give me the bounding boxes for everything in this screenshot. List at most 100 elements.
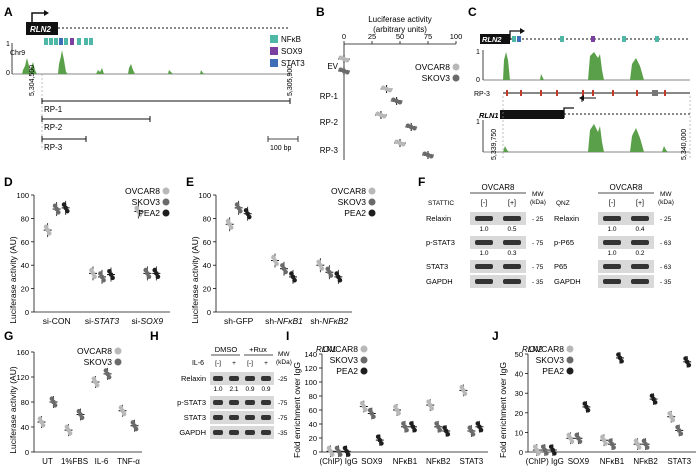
- plotI-point-ovcar8: [429, 406, 435, 411]
- e-xtick-label: sh-GFP: [224, 316, 254, 326]
- c-coord-left: 5,339,750: [491, 129, 498, 160]
- plotI-point-ovcar8: [462, 391, 468, 397]
- e-xtick-label: sh-NFκB2: [310, 316, 348, 326]
- plotI-ytick-label: 120: [304, 364, 317, 373]
- plotE-ytick-label: 80: [203, 214, 211, 223]
- f1-band: [475, 216, 493, 221]
- f2-band-label: Relaxin: [554, 214, 579, 223]
- plotD-point-ovcar8: [137, 212, 143, 217]
- motif-mark: [506, 90, 508, 96]
- h-lane-label: [-]: [215, 360, 221, 367]
- tss-arrowhead-icon: [520, 28, 525, 34]
- blot-qnz: OVCAR8 QNZ [-] [+] MW(kDa) Relaxin - 25 1.0 0.4 p…: [554, 183, 674, 288]
- coverage-peak: [662, 146, 668, 152]
- d-ylabel: Luciferase activity (AU): [8, 236, 18, 324]
- panel-d: D Luciferase activity (AU) 0 20 40 60 80 100 s…: [4, 175, 170, 326]
- f2-band: [603, 216, 621, 221]
- f1-band-box: [470, 236, 526, 249]
- f2-lane-label: [+]: [636, 200, 644, 207]
- h-band: [245, 400, 255, 405]
- e-group-name: NFκB1: [277, 316, 303, 326]
- plotE-point-pea2: [337, 277, 343, 283]
- f1-band-box: [470, 260, 526, 273]
- f1-band: [475, 240, 493, 245]
- g-xtick-label: 1%FBS: [61, 457, 88, 466]
- d-xtick-label: si-STAT3: [85, 316, 119, 326]
- panel-h: H DMSO +Rux IL-6 [-] + [-] + MW(kDa) Relaxin -25 1…: [150, 329, 292, 439]
- plotG-point-ovcar8: [121, 411, 127, 417]
- plotI-point-skov3: [371, 414, 376, 420]
- f1-band-quant: 0.3: [507, 250, 516, 257]
- plotE-ytick-label: 60: [203, 238, 211, 247]
- c-coord-right: 5,340,000: [681, 129, 688, 160]
- f2-treat-label: QNZ: [556, 200, 570, 207]
- plotE-ytick-label: 20: [203, 285, 211, 294]
- region-rp1-label: RP-1: [44, 105, 63, 114]
- f2-band: [603, 240, 621, 245]
- c-track2-max: 1: [476, 119, 480, 126]
- g-legend-label: SKOV3: [84, 357, 113, 367]
- f1-band: [475, 279, 493, 284]
- plotG-point-ovcar8: [94, 383, 100, 388]
- h-band-label: STAT3: [184, 413, 206, 422]
- plotJ-ytick-label: 10: [515, 428, 523, 437]
- h-band: [213, 430, 223, 435]
- i-plot: 0 20 40 60 80 100 120 140 (ChIP) IgG SOX9 NFκB1 NFκ…: [304, 344, 488, 466]
- f1-treat-label: STATTIC: [428, 200, 454, 207]
- f2-band-label: p-P65: [554, 238, 574, 247]
- coverage-peak: [588, 124, 604, 152]
- b-row-label: RP-3: [320, 146, 339, 155]
- plotI-point-pea2: [379, 441, 384, 446]
- coverage-peak: [22, 58, 37, 74]
- region-rp3-label: RP-3: [44, 143, 63, 152]
- h-band: [213, 415, 223, 420]
- b-legend-swatch: [452, 63, 460, 71]
- j-xtick-label: NFκB2: [633, 457, 658, 466]
- plotI-point-ovcar8: [396, 411, 401, 416]
- coord-right: 5,305,900: [287, 65, 294, 96]
- f2-band: [631, 264, 649, 269]
- f2-band-box: [598, 275, 654, 288]
- i-xtick-label: NFκB2: [426, 457, 451, 466]
- h-band-mw: -75: [278, 415, 288, 422]
- rln2-gene-label: RLN2: [30, 25, 51, 34]
- d-group-prefix: si-: [43, 316, 52, 326]
- c-rln2-label: RLN2: [482, 35, 502, 44]
- tf-site: [44, 38, 48, 45]
- plotD-ytick-label: 60: [21, 238, 29, 247]
- plotG-ytick-label: 0: [25, 448, 29, 457]
- i-legend-swatch: [360, 345, 368, 353]
- f2-band-quant: 1.0: [607, 226, 616, 233]
- h-band: [245, 376, 255, 381]
- plotD-point-ovcar8: [46, 231, 52, 236]
- plotI-point-pea2: [445, 432, 451, 437]
- d-group-name: SOX9: [140, 316, 163, 326]
- legend-stat3-label: STAT3: [281, 59, 305, 68]
- b-point-skov3: [397, 99, 403, 105]
- panel-b-letter: B: [316, 5, 325, 19]
- f2-band-quant: 0.4: [635, 226, 644, 233]
- coverage-peak: [168, 70, 173, 74]
- f1-band-label: Relaxin: [426, 214, 451, 223]
- b-title-line1: Luciferase activity: [368, 15, 432, 24]
- b-point-ovcar8: [387, 87, 393, 93]
- motif-mark: [664, 90, 666, 96]
- motif-mark: [612, 90, 614, 96]
- plotJ-point-ovcar8: [536, 451, 541, 456]
- coverage-peak: [540, 74, 544, 80]
- i-legend-swatch: [360, 367, 368, 375]
- b-point-ovcar8: [381, 113, 387, 119]
- coverage-peak: [503, 52, 510, 80]
- panel-a: A RLN2 1 Chr9 0 NFκB SOX9 STAT3: [4, 5, 305, 152]
- plotI-ytick-label: 0: [313, 448, 317, 457]
- h-band: [229, 430, 239, 435]
- f1-band-mw: - 75: [532, 264, 544, 271]
- plotD-point-pea2: [155, 274, 161, 279]
- plotG-ytick-label: 160: [16, 348, 29, 357]
- plotJ-ytick-label: 40: [515, 370, 523, 379]
- plotJ-point-ovcar8: [569, 439, 575, 444]
- f2-lane-label: [-]: [609, 200, 615, 207]
- f1-band: [475, 264, 493, 269]
